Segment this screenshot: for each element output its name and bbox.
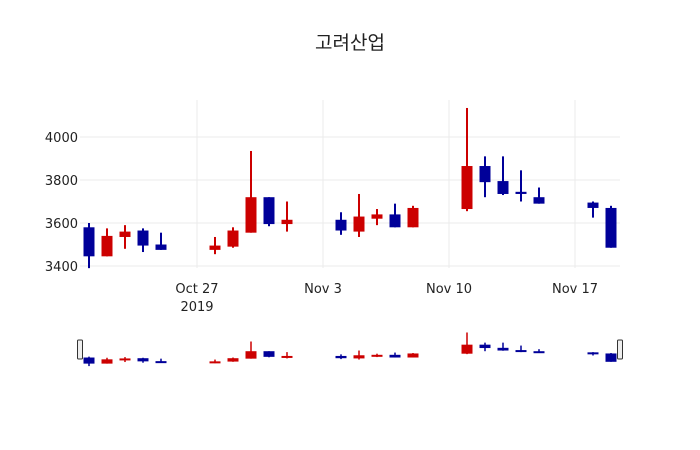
candle[interactable] <box>587 201 599 218</box>
candle[interactable] <box>209 236 221 255</box>
candle[interactable] <box>353 193 365 237</box>
mini-candle <box>119 357 131 363</box>
mini-candle <box>605 353 617 362</box>
mini-candle <box>461 332 473 355</box>
candle[interactable] <box>533 187 545 204</box>
mini-candle <box>227 357 239 362</box>
candle[interactable] <box>407 205 419 228</box>
gridlines <box>80 100 620 268</box>
mini-candle <box>335 354 347 360</box>
range-slider[interactable] <box>77 332 623 367</box>
x-axis: Oct 27 2019 Nov 3 Nov 10 Nov 17 <box>175 282 598 315</box>
x-tick-label: Nov 3 <box>304 282 342 297</box>
y-tick-label: 3400 <box>45 260 78 275</box>
x-tick-label: Nov 17 <box>552 282 598 297</box>
candle[interactable] <box>245 150 257 233</box>
y-tick-label: 4000 <box>45 131 78 146</box>
candle[interactable] <box>227 227 239 248</box>
mini-candle <box>83 356 95 367</box>
mini-candle <box>209 359 221 364</box>
chart-title: 고려산업 <box>315 32 385 54</box>
candle[interactable] <box>605 205 617 248</box>
y-tick-label: 3800 <box>45 174 78 189</box>
candle[interactable] <box>137 228 149 253</box>
mini-candle <box>281 352 293 359</box>
candle[interactable] <box>479 156 491 198</box>
mini-candle <box>137 357 149 363</box>
candle[interactable] <box>389 203 401 228</box>
mini-candle <box>155 358 167 364</box>
x-tick-label: Nov 10 <box>426 282 472 297</box>
mini-candle <box>407 353 419 358</box>
mini-candle <box>263 351 275 358</box>
candle[interactable] <box>263 197 275 227</box>
mini-candle <box>479 342 491 352</box>
mini-candle <box>587 352 599 356</box>
candle[interactable] <box>83 223 95 269</box>
y-tick-label: 3600 <box>45 217 78 232</box>
candle[interactable] <box>461 107 473 212</box>
candle[interactable] <box>101 228 113 257</box>
mini-candle <box>245 341 257 359</box>
range-slider-right-handle[interactable] <box>617 339 623 360</box>
range-slider-left-handle[interactable] <box>77 339 83 360</box>
mini-candle <box>389 352 401 358</box>
y-axis: 3400 3600 3800 4000 <box>45 131 78 275</box>
candle[interactable] <box>371 209 383 226</box>
x-tick-year-label: 2019 <box>180 300 213 315</box>
mini-candle <box>353 350 365 360</box>
candle[interactable] <box>515 170 527 202</box>
candle[interactable] <box>281 201 293 232</box>
candle[interactable] <box>119 225 131 249</box>
x-tick-label: Oct 27 <box>175 282 218 297</box>
mini-candle <box>371 353 383 358</box>
candles[interactable] <box>83 107 617 269</box>
mini-candle <box>101 357 113 364</box>
candle[interactable] <box>497 156 509 196</box>
mini-candle <box>515 345 527 353</box>
mini-candle <box>497 342 509 351</box>
candle[interactable] <box>155 232 167 250</box>
candle[interactable] <box>335 212 347 235</box>
mini-candle <box>533 349 545 354</box>
